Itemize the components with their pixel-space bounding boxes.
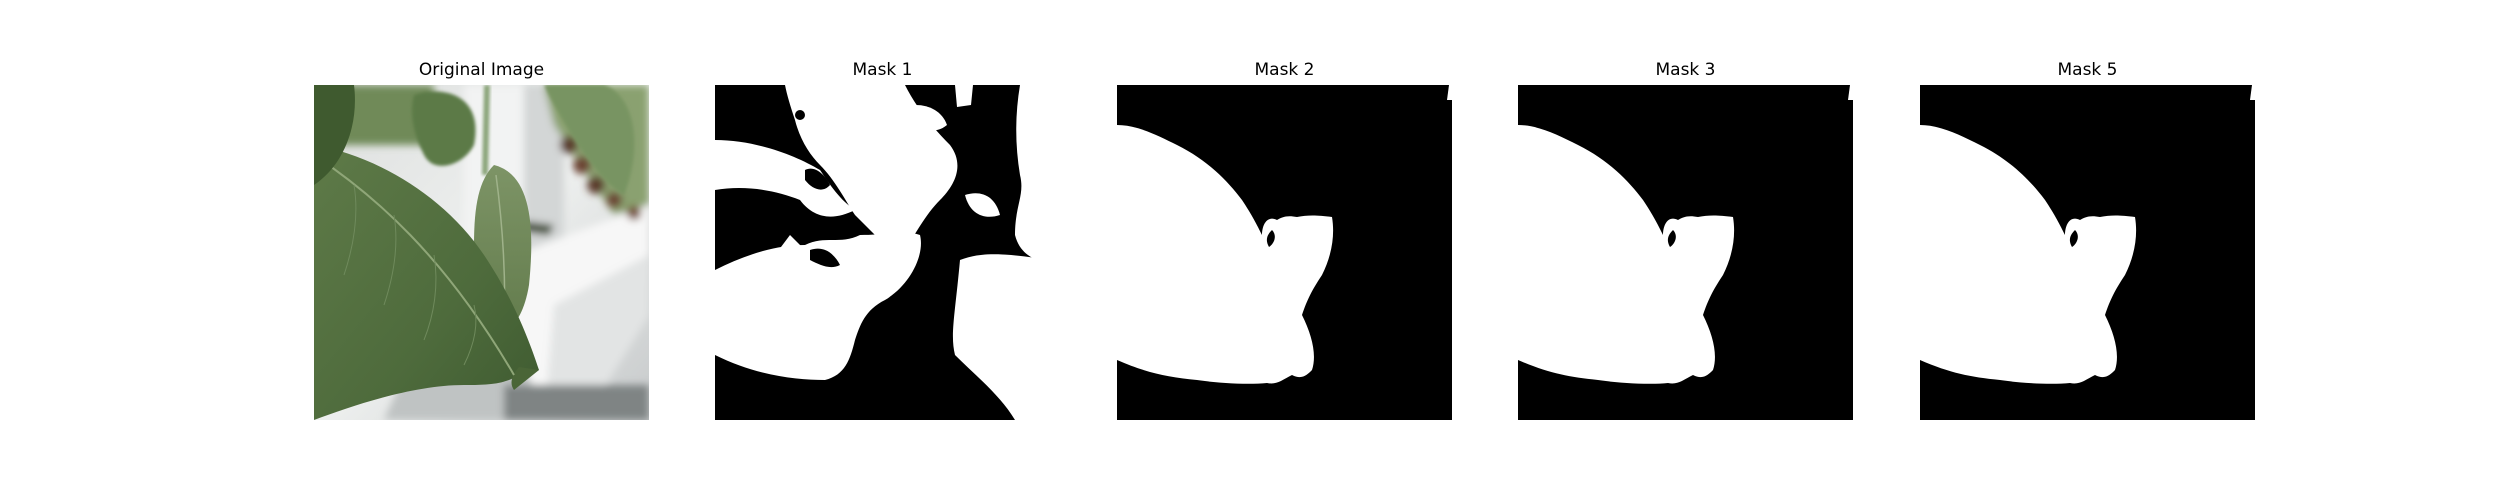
panel-title: Original Image	[418, 60, 545, 80]
panel-title: Mask 3	[1655, 60, 1716, 80]
panel-original-image: Original Image	[314, 0, 649, 500]
mask-2-image	[1117, 85, 1452, 420]
panel-mask-3: Mask 3	[1518, 0, 1853, 500]
panel-title: Mask 1	[852, 60, 913, 80]
panel-title: Mask 2	[1254, 60, 1315, 80]
panel-mask-1: Mask 1	[715, 0, 1050, 500]
mask-3-image	[1518, 85, 1853, 420]
mask-1-image	[715, 85, 1050, 420]
mask-5-image	[1920, 85, 2255, 420]
panel-title: Mask 5	[2057, 60, 2118, 80]
original-photo	[314, 85, 649, 420]
panel-mask-2: Mask 2	[1117, 0, 1452, 500]
panel-mask-5: Mask 5	[1920, 0, 2255, 500]
